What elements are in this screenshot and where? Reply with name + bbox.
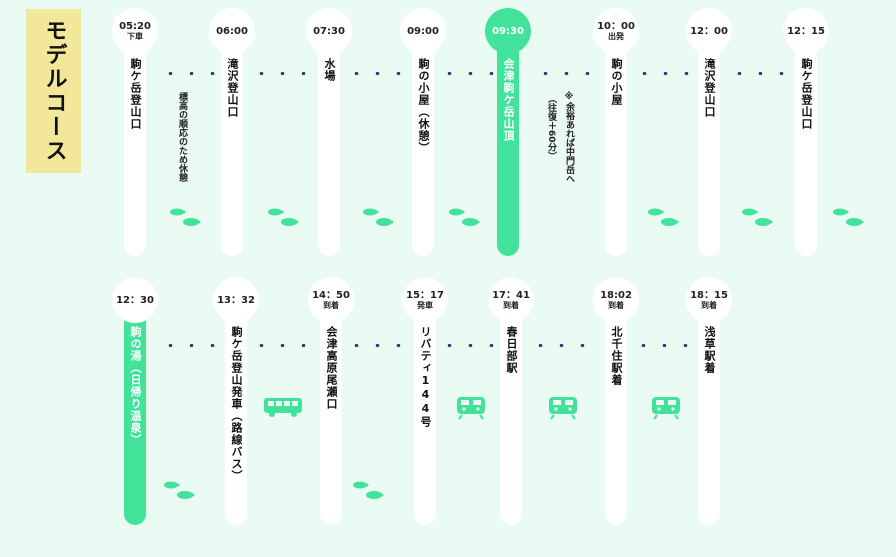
stop-label: 滝沢登山口 bbox=[703, 58, 716, 118]
time-badge: 12：15 bbox=[783, 8, 829, 54]
stop-pill bbox=[605, 290, 627, 525]
stop-label: 駒ケ岳登山口 bbox=[129, 58, 142, 130]
footprints-icon bbox=[353, 481, 384, 499]
stop-time: 14：50 bbox=[312, 290, 350, 301]
stop-note: 到着 bbox=[503, 301, 519, 310]
stop-pill bbox=[412, 20, 434, 256]
footprints-icon bbox=[268, 208, 299, 226]
train-icon bbox=[652, 397, 680, 420]
stop-time: 18：15 bbox=[690, 290, 728, 301]
stop-pill bbox=[318, 20, 340, 256]
stop-time: 05:20 bbox=[119, 21, 151, 32]
stop-note: 到着 bbox=[701, 301, 717, 310]
footprints-icon bbox=[164, 481, 195, 499]
stop-pill bbox=[124, 20, 146, 256]
stop-time: 09:00 bbox=[407, 25, 439, 37]
stop-pill bbox=[605, 20, 627, 256]
stop-label: 北千住駅着 bbox=[610, 326, 623, 386]
stop-time: 09:30 bbox=[492, 25, 524, 37]
time-badge: 18：15 到着 bbox=[686, 277, 732, 323]
dotted-connector bbox=[729, 72, 789, 75]
time-badge: 14：50 到着 bbox=[308, 277, 354, 323]
stop-time: 12：30 bbox=[116, 294, 154, 306]
stop-pill-summit bbox=[497, 20, 519, 256]
stop-label: リバティ144号 bbox=[419, 326, 432, 428]
stop-label: 駒ケ岳登山発車（路線バス） bbox=[230, 326, 243, 482]
time-badge: 06:00 bbox=[209, 8, 255, 54]
stop-time: 18:02 bbox=[600, 290, 632, 301]
time-badge: 18:02 到着 bbox=[593, 277, 639, 323]
stop-pill bbox=[221, 20, 243, 256]
time-badge: 07:30 bbox=[306, 8, 352, 54]
time-badge: 05:20 下車 bbox=[112, 8, 158, 54]
stop-time: 12：00 bbox=[690, 25, 728, 37]
footprints-icon bbox=[449, 208, 480, 226]
optional-note-time: （往復＋60分） bbox=[546, 94, 556, 161]
stop-note: 下車 bbox=[127, 32, 143, 41]
dotted-connector bbox=[634, 72, 694, 75]
footprints-icon bbox=[833, 208, 864, 226]
stop-note: 発車 bbox=[417, 301, 433, 310]
time-badge: 13：32 bbox=[213, 277, 259, 323]
dotted-connector bbox=[160, 72, 216, 75]
time-badge: 12：00 bbox=[686, 8, 732, 54]
bus-icon bbox=[264, 398, 302, 417]
dotted-connector bbox=[535, 72, 595, 75]
course-title: モデルコース bbox=[41, 19, 67, 163]
stop-label: 浅草駅着 bbox=[703, 326, 716, 374]
stop-label: 駒の湯（日帰り温泉） bbox=[129, 326, 142, 446]
footprints-icon bbox=[742, 208, 773, 226]
dotted-connector bbox=[439, 72, 495, 75]
stop-pill bbox=[698, 20, 720, 256]
dotted-connector bbox=[530, 344, 590, 347]
stop-pill bbox=[500, 290, 522, 525]
stop-note: 到着 bbox=[323, 301, 339, 310]
stop-pill bbox=[320, 290, 342, 525]
stop-time: 15：17 bbox=[406, 290, 444, 301]
time-badge: 12：30 bbox=[112, 277, 158, 323]
stop-time: 17：41 bbox=[492, 290, 530, 301]
stop-pill bbox=[795, 20, 817, 256]
optional-note: ※余裕あれば中門岳へ bbox=[564, 92, 574, 183]
time-badge: 15：17 発車 bbox=[402, 277, 448, 323]
footprints-icon bbox=[648, 208, 679, 226]
dotted-connector bbox=[346, 72, 402, 75]
stop-note: 到着 bbox=[608, 301, 624, 310]
acclimatize-note: 標高の順応のため休憩 bbox=[177, 92, 187, 182]
dotted-connector bbox=[346, 344, 402, 347]
stop-label: 春日部駅 bbox=[505, 326, 518, 374]
stop-label: 駒の小屋 bbox=[610, 58, 623, 106]
course-title-box: モデルコース bbox=[26, 9, 81, 173]
stop-pill-onsen bbox=[124, 290, 146, 525]
stop-label: 水場 bbox=[323, 58, 336, 82]
stop-pill bbox=[698, 290, 720, 525]
dotted-connector bbox=[251, 72, 307, 75]
stop-label: 駒の小屋（休憩） bbox=[417, 58, 430, 154]
stop-label: 会津駒ケ岳山頂 bbox=[502, 58, 515, 142]
train-icon bbox=[549, 397, 577, 420]
stop-label: 会津高原尾瀬口 bbox=[325, 326, 338, 410]
stop-time: 07:30 bbox=[313, 25, 345, 37]
time-badge: 09:00 bbox=[400, 8, 446, 54]
stop-note: 出発 bbox=[608, 32, 624, 41]
footprints-icon bbox=[363, 208, 394, 226]
train-icon bbox=[457, 397, 485, 420]
dotted-connector bbox=[160, 344, 216, 347]
footprints-icon bbox=[170, 208, 201, 226]
stop-label: 駒ケ岳登山口 bbox=[800, 58, 813, 130]
stop-pill bbox=[414, 290, 436, 525]
stop-label: 滝沢登山口 bbox=[226, 58, 239, 118]
stop-time: 13：32 bbox=[217, 294, 255, 306]
time-badge: 09:30 bbox=[485, 8, 531, 54]
dotted-connector bbox=[633, 344, 693, 347]
stop-pill bbox=[225, 290, 247, 525]
stop-time: 12：15 bbox=[787, 25, 825, 37]
stop-time: 10：00 bbox=[597, 21, 635, 32]
stop-time: 06:00 bbox=[216, 25, 248, 37]
dotted-connector bbox=[251, 344, 307, 347]
dotted-connector bbox=[439, 344, 495, 347]
time-badge: 10：00 出発 bbox=[593, 8, 639, 54]
time-badge: 17：41 到着 bbox=[488, 277, 534, 323]
